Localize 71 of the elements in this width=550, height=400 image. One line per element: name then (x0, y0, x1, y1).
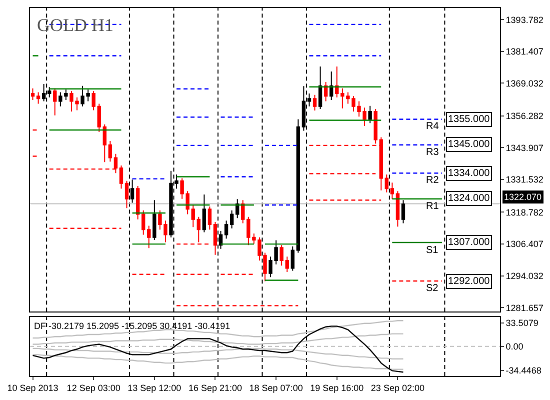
y-tick-label: 1393.782 (506, 14, 544, 25)
candlestick (213, 221, 218, 256)
annotation: S1 (426, 245, 439, 256)
candlestick (390, 182, 394, 200)
x-tick-label: 10 Sep 2013 (7, 382, 58, 393)
y-tick-label: 1318.782 (506, 207, 544, 218)
candlestick (296, 118, 300, 254)
y-tick-label: 33.5079 (506, 318, 538, 328)
annotation: 1345.000 (448, 139, 490, 150)
y-tick-label: 1306.407 (506, 239, 544, 250)
candlestick (191, 204, 195, 228)
candlestick (280, 244, 284, 266)
candlestick (285, 256, 289, 273)
y-tick-label: 1381.407 (506, 46, 544, 57)
candlestick (290, 246, 294, 272)
annotation: 1307.000 (448, 237, 490, 248)
annotation: R2 (426, 175, 440, 186)
candlestick (92, 90, 96, 111)
candlestick (97, 103, 101, 133)
annotation: 1355.000 (448, 114, 490, 125)
candlestick (36, 92, 40, 104)
x-tick-label: 19 Sep 16:00 (310, 382, 364, 393)
candlestick (368, 105, 372, 124)
y-tick-label: 1369.032 (506, 78, 544, 88)
y-tick-label: -34.4468 (506, 365, 542, 376)
candlestick (152, 200, 156, 240)
candlestick (335, 66, 339, 98)
candlestick (30, 88, 35, 100)
chart-title: DF -30.2179 15.2095 -15.2095 30.4191 -30.4191 (34, 321, 230, 331)
candlestick (330, 70, 334, 100)
candlestick (102, 124, 106, 163)
annotation: 1334.000 (448, 168, 490, 179)
candlestick (230, 210, 234, 229)
candlestick (53, 88, 57, 116)
candlestick (396, 190, 400, 228)
candlestick (324, 81, 328, 102)
chart-title: GOLD H1 (37, 15, 114, 35)
annotation: S2 (426, 283, 439, 294)
x-tick-label: 13 Sep 12:00 (128, 382, 182, 393)
candlestick (401, 200, 406, 224)
candlestick (136, 186, 140, 220)
y-tick-label: 0.00 (506, 342, 524, 352)
annotation: 1324.000 (448, 193, 490, 204)
candlestick (224, 220, 228, 240)
candlestick (124, 180, 129, 209)
candlestick (208, 206, 212, 230)
y-tick-label: 1294.032 (506, 270, 544, 281)
candlestick (142, 210, 146, 236)
candlestick (108, 140, 112, 162)
ref-line-label: 1322.070 (504, 192, 542, 202)
x-tick-label: 18 Sep 07:00 (249, 382, 303, 393)
candlestick (236, 198, 240, 219)
line-series (32, 354, 404, 370)
annotation: R1 (426, 201, 440, 212)
x-tick-label: 23 Sep 02:00 (370, 382, 424, 393)
candlestick (384, 174, 388, 193)
x-tick-label: 16 Sep 21:00 (188, 382, 242, 393)
y-tick-label: 1331.532 (506, 174, 544, 185)
y-tick-label: 1356.282 (506, 111, 544, 122)
annotation: R4 (426, 121, 440, 132)
candlestick (318, 66, 322, 110)
candlestick (241, 200, 245, 224)
annotation: 1292.000 (448, 276, 490, 287)
candlestick (312, 94, 317, 111)
candlestick (147, 225, 151, 249)
line-series (32, 320, 404, 339)
x-tick-label: 12 Sep 03:00 (66, 382, 120, 393)
candlestick (202, 194, 206, 233)
annotation: R3 (426, 147, 440, 158)
y-tick-label: 1343.907 (506, 142, 544, 153)
y-tick-label: 1281.657 (506, 302, 544, 313)
